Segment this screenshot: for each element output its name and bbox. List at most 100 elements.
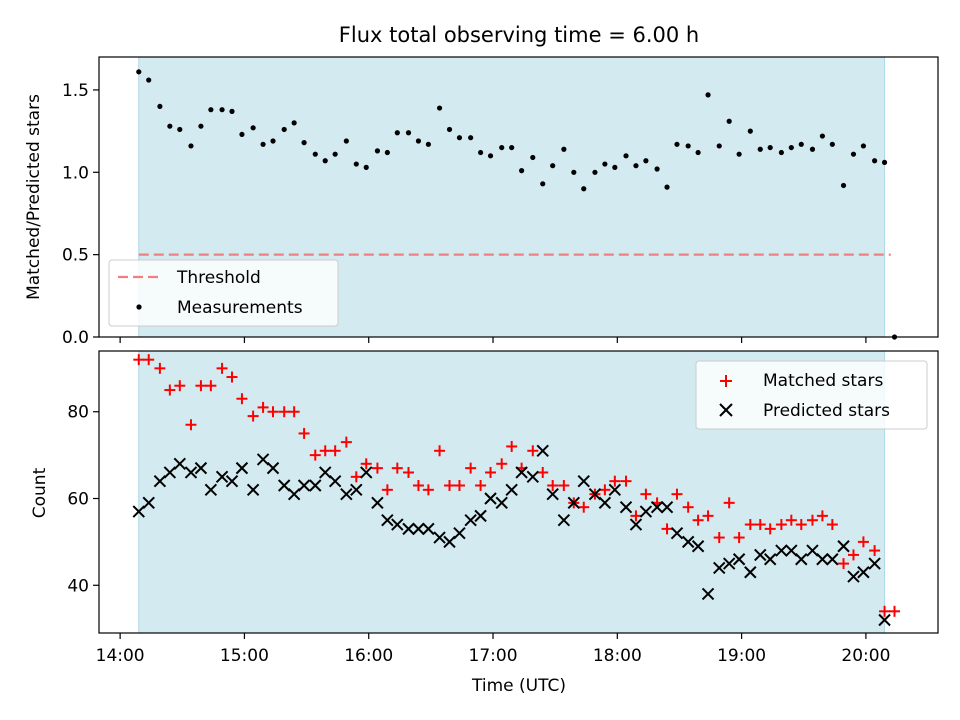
- matched-star-point: [764, 523, 776, 535]
- predicted-star-point: [235, 461, 249, 475]
- matched-star-point: [816, 510, 828, 522]
- predicted-star-point: [816, 553, 829, 566]
- measurement-point: [322, 158, 328, 164]
- matched-star-point: [195, 380, 207, 392]
- predicted-star-point: [732, 553, 746, 566]
- measurement-point: [136, 69, 142, 75]
- measurement-point: [250, 125, 256, 131]
- predicted-star-point: [453, 527, 466, 540]
- predicted-star-point: [806, 544, 819, 557]
- x-tick-label: 20:00: [841, 646, 890, 666]
- measurement-point: [219, 107, 225, 113]
- predicted-star-point: [371, 496, 384, 510]
- top-y-tick-label: 0.0: [62, 328, 89, 348]
- matched-star-point: [434, 445, 446, 457]
- predicted-star-point: [142, 496, 155, 510]
- bottom-y-tick-label: 40: [67, 576, 89, 596]
- predicted-star-point: [681, 535, 695, 549]
- measurement-point: [767, 144, 773, 151]
- measurement-point: [509, 144, 515, 151]
- predicted-star-point: [256, 453, 270, 466]
- matched-star-point: [609, 475, 621, 487]
- measurement-point: [623, 153, 629, 159]
- bottom-axis-ticks: 40 60 80 14:00 15:00 16:00 17:00 18:00 19:00 20:0…: [67, 403, 890, 666]
- predicted-star-point: [474, 509, 487, 523]
- measurement-point: [592, 169, 598, 175]
- measurement-point: [581, 186, 587, 192]
- top-legend: Threshold Measurements: [108, 259, 339, 327]
- legend-measurements-swatch: [136, 304, 142, 310]
- legend-measurements-label: Measurements: [177, 298, 303, 318]
- matched-star-point: [496, 458, 508, 470]
- bottom-panel: 40 60 80 14:00 15:00 16:00 17:00 18:00 19:00 20:0…: [30, 350, 939, 696]
- measurement-point: [695, 149, 701, 156]
- matched-star-point: [422, 484, 434, 496]
- predicted-star-point: [464, 513, 477, 527]
- matched-star-point: [391, 462, 403, 474]
- predicted-star-point: [722, 557, 736, 570]
- measurement-point: [664, 184, 670, 190]
- top-axes-frame: [98, 56, 939, 338]
- bottom-series-points: [132, 354, 900, 627]
- matched-star-point: [599, 484, 611, 496]
- matched-star-point: [806, 514, 818, 526]
- x-tick-label: 14:00: [96, 646, 145, 666]
- bottom-y-tick-label: 60: [67, 490, 89, 510]
- matched-star-point: [371, 462, 383, 474]
- predicted-star-point: [132, 505, 145, 518]
- measurement-point: [736, 151, 742, 157]
- predicted-star-point: [360, 466, 373, 479]
- predicted-star-point: [744, 566, 757, 579]
- measurement-point: [260, 141, 266, 147]
- measurement-point: [446, 126, 453, 133]
- measurement-point: [819, 133, 826, 139]
- measurement-point: [643, 158, 649, 164]
- matched-star-point: [744, 519, 756, 531]
- measurement-point: [726, 118, 732, 124]
- top-y-tick-label: 1.0: [62, 163, 89, 183]
- measurement-point: [612, 164, 618, 170]
- matched-star-point: [888, 605, 900, 617]
- bottom-y-axis-label: Count: [30, 467, 50, 518]
- bottom-legend-box: [695, 360, 928, 430]
- predicted-star-point: [763, 553, 777, 566]
- measurement-point: [829, 141, 835, 147]
- top-axis-ticks: 0.0 0.5 1.0 1.5: [62, 81, 867, 348]
- matched-star-point: [216, 362, 228, 374]
- measurement-point: [499, 144, 505, 151]
- matched-star-point: [630, 510, 642, 522]
- matched-star-point: [465, 462, 477, 474]
- matched-star-point: [444, 479, 456, 491]
- measurement-point: [208, 107, 214, 113]
- measurement-point: [353, 161, 359, 167]
- measurement-point: [343, 138, 349, 144]
- matched-star-point: [247, 410, 259, 422]
- measurement-point: [571, 169, 577, 175]
- measurement-point: [157, 103, 163, 110]
- matched-star-point: [713, 532, 725, 544]
- measurement-point: [425, 141, 431, 147]
- matched-star-point: [267, 406, 279, 418]
- measurement-point: [363, 164, 369, 170]
- bottom-axes-frame: [98, 350, 939, 634]
- measurement-point: [705, 92, 711, 98]
- legend-predicted-label: Predicted stars: [763, 401, 890, 421]
- predicted-star-point: [381, 513, 394, 527]
- x-axis-label: Time (UTC): [471, 676, 566, 696]
- matched-star-point: [185, 419, 197, 431]
- measurement-point: [550, 163, 556, 169]
- measurement-point: [788, 144, 794, 151]
- bottom-legend: Matched stars Predicted stars: [695, 360, 928, 430]
- predicted-star-point: [402, 522, 415, 536]
- predicted-star-point: [577, 474, 590, 488]
- measurement-point: [602, 161, 608, 167]
- measurement-point: [757, 146, 763, 152]
- matched-star-point: [733, 532, 745, 544]
- predicted-star-point: [340, 487, 353, 501]
- matched-star-point: [257, 401, 269, 413]
- top-y-axis-label: Matched/Predicted stars: [24, 94, 44, 300]
- bottom-y-tick-label: 80: [67, 403, 89, 423]
- predicted-star-point: [412, 522, 425, 536]
- measurement-point: [270, 138, 276, 144]
